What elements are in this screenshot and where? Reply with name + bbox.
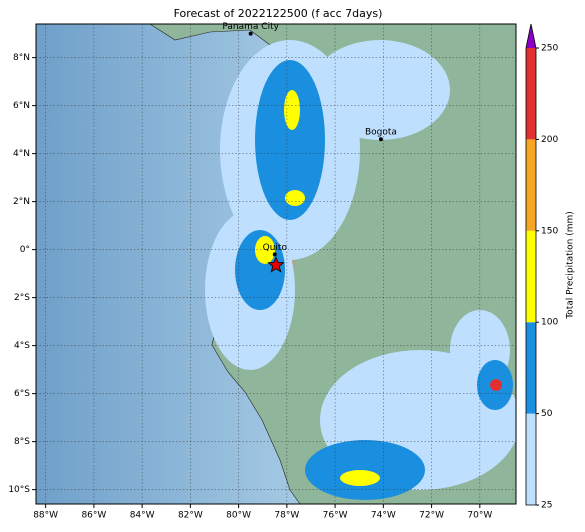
x-tick-label: 74°W [371,511,396,521]
y-tick-label: 0° [20,245,30,255]
colorbar-tick-label: 150 [541,226,558,236]
x-tick-label: 76°W [323,511,348,521]
colorbar-tick-label: 100 [541,318,558,328]
city-dot [378,137,383,142]
city-dot [272,252,277,257]
y-tick-label: 10°S [8,485,30,495]
x-tick-label: 72°W [419,511,444,521]
y-tick-label: 2°S [14,293,30,303]
x-tick-label: 70°W [467,511,492,521]
colorbar-segment [526,413,536,505]
y-tick-label: 4°N [13,149,30,159]
city-label: Bogota [365,128,397,138]
colorbar-tick-label: 200 [541,135,558,145]
city-label: Panama City [222,22,279,32]
y-tick-label: 8°N [13,53,30,63]
colorbar-tick-label: 50 [541,409,553,419]
colorbar-segment [526,230,536,323]
location-star [267,256,285,273]
colorbar-segment [526,322,536,414]
map-frame [35,23,517,505]
x-tick-label: 82°W [178,511,203,521]
map-title: Forecast of 2022122500 (f acc 7days) [174,7,383,20]
city-dot [248,31,253,36]
x-tick-label: 88°W [33,511,58,521]
city-label: Quito [263,243,288,253]
colorbar-segment [526,139,536,231]
x-tick-label: 80°W [226,511,251,521]
x-tick-label: 84°W [130,511,155,521]
y-tick-label: 6°S [14,389,30,399]
colorbar-segment [526,48,536,140]
x-tick-label: 86°W [81,511,106,521]
colorbar-label: Total Precipitation (mm) [566,211,576,320]
colorbar-extend [526,24,536,48]
y-tick-label: 2°N [13,197,30,207]
y-tick-label: 6°N [13,101,30,111]
y-tick-label: 8°S [14,437,30,447]
y-tick-label: 4°S [14,341,30,351]
x-tick-label: 78°W [274,511,299,521]
colorbar-tick-label: 250 [541,44,558,54]
colorbar-tick-label: 25 [541,501,552,511]
colorbar-frame [525,23,537,506]
